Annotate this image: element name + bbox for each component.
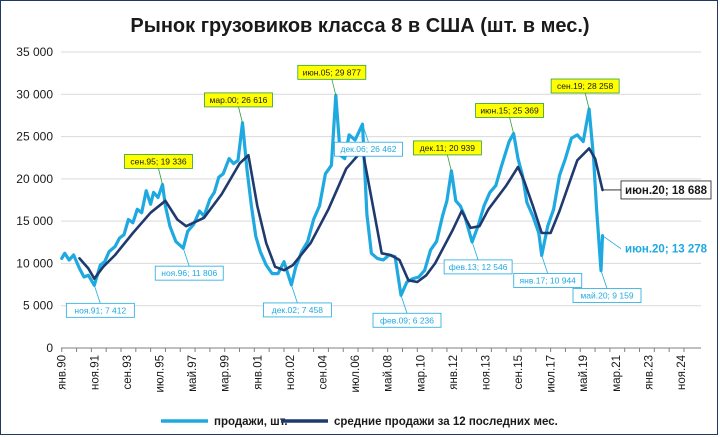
x-tick-label: ноя.13	[480, 355, 492, 390]
chart-title: Рынок грузовиков класса 8 в США (шт. в м…	[130, 15, 589, 37]
annotation-leader	[446, 154, 452, 172]
annotation-box	[262, 302, 332, 318]
x-tick-label: май.08	[383, 355, 395, 392]
x-tick-label: май.19	[578, 355, 590, 392]
x-tick-label: май.97	[187, 355, 199, 392]
x-tick-label: мар.10	[415, 355, 427, 392]
annotations: ноя.91; 7 412 сен.95; 19 336 ноя.96; 11 80…	[65, 64, 712, 328]
x-tick-label: янв.90	[57, 355, 69, 390]
annotation-leader	[238, 106, 243, 124]
annotation-label: фев.13; 12 546	[449, 262, 508, 272]
annotation-leader	[93, 285, 101, 304]
end-annotation-box	[620, 180, 712, 200]
annotation-box	[204, 92, 273, 108]
annotation-label: сен.19; 28 258	[557, 81, 613, 91]
annotation-label: ноя.91; 7 412	[74, 305, 126, 315]
annotation-leader	[158, 168, 163, 185]
annotation-box	[154, 265, 224, 281]
annotation-label: дек.11; 20 939	[420, 143, 476, 153]
annotation-leader	[509, 117, 514, 134]
annotation-box	[443, 259, 513, 275]
x-tick-label: сен.15	[513, 355, 525, 389]
x-tick-label: ноя.02	[285, 355, 297, 390]
series-lines	[60, 93, 605, 297]
x-tick-label: мар.21	[611, 355, 623, 392]
x-tick-label: ноя.91	[89, 355, 101, 390]
annotation-box	[124, 154, 193, 169]
annotation-box	[475, 103, 544, 118]
x-tick-label: сен.04	[317, 354, 329, 389]
end-annotation-label: июн.20; 13 278	[625, 244, 708, 256]
x-axis-ticks: янв.90 ноя.91 сен.93 июл.95 май.97 мар.99 янв.…	[57, 348, 688, 393]
annotation-label: фев.09; 6 236	[380, 315, 434, 325]
annotation-leader	[600, 270, 608, 289]
annotation-label: июн.05; 29 877	[303, 67, 362, 77]
x-tick-label: сен.93	[122, 355, 134, 389]
average-series-line	[78, 147, 604, 284]
annotation-box	[550, 78, 620, 94]
annotation-box	[513, 273, 583, 288]
y-tick-label: 5 000	[23, 299, 53, 313]
x-tick-label: июл.17	[546, 355, 558, 393]
annotation-leader	[331, 79, 337, 96]
y-tick-label: 30 000	[16, 87, 53, 101]
annotation-box	[372, 312, 442, 328]
y-tick-label: 0	[46, 341, 53, 355]
annotation-box	[65, 302, 135, 318]
annotation-label: май.20; 9 159	[580, 291, 633, 301]
annotation-label: ноя.96; 11 806	[161, 268, 217, 278]
annotation-label: дек.06; 26 462	[341, 144, 397, 154]
sales-series-line	[60, 93, 605, 297]
annotation-leader	[541, 255, 549, 274]
annotation-leader	[584, 92, 590, 110]
annotation-leader	[471, 241, 479, 261]
end-annotation-label: июн.20; 18 688	[625, 185, 708, 197]
annotation-label: янв.17; 10 944	[520, 275, 577, 285]
legend-label-average: средние продажи за 12 последних мес.	[334, 416, 558, 428]
annotation-leader	[182, 248, 190, 267]
x-tick-label: июл.95	[155, 355, 167, 393]
annotation-box	[297, 64, 367, 80]
annotation-label: дек.02; 7 458	[272, 305, 323, 315]
legend-label-sales: продажи, шт.	[214, 416, 288, 428]
y-tick-label: 25 000	[16, 130, 53, 144]
annotation-box	[334, 141, 403, 157]
annotation-leader	[400, 295, 408, 314]
annotation-label: сен.95; 19 336	[130, 156, 186, 166]
x-tick-label: мар.99	[220, 355, 232, 392]
y-tick-label: 20 000	[16, 172, 53, 186]
x-tick-label: янв.12	[448, 355, 460, 390]
annotation-box	[412, 140, 482, 156]
x-tick-label: июл.06	[350, 355, 362, 393]
x-tick-label: ноя.24	[676, 354, 688, 390]
legend: продажи, шт. средние продажи за 12 после…	[161, 416, 558, 428]
annotation-box	[572, 288, 642, 303]
y-tick-label: 15 000	[16, 214, 53, 228]
end-annotation-leader	[602, 235, 622, 250]
x-tick-label: янв.23	[643, 355, 655, 390]
annotation-leader	[362, 124, 369, 143]
y-tick-label: 35 000	[16, 45, 53, 59]
y-tick-label: 10 000	[16, 256, 53, 270]
grid-lines	[61, 51, 701, 349]
y-axis-ticks: 0 5 000 10 000 15 000 20 000 25 000 30 000 35 0…	[16, 45, 53, 355]
annotation-label: мар.00; 26 616	[210, 95, 268, 105]
x-tick-label: янв.01	[252, 355, 264, 390]
annotation-leader	[290, 284, 298, 304]
annotation-label: июн.15; 25 369	[480, 105, 539, 115]
